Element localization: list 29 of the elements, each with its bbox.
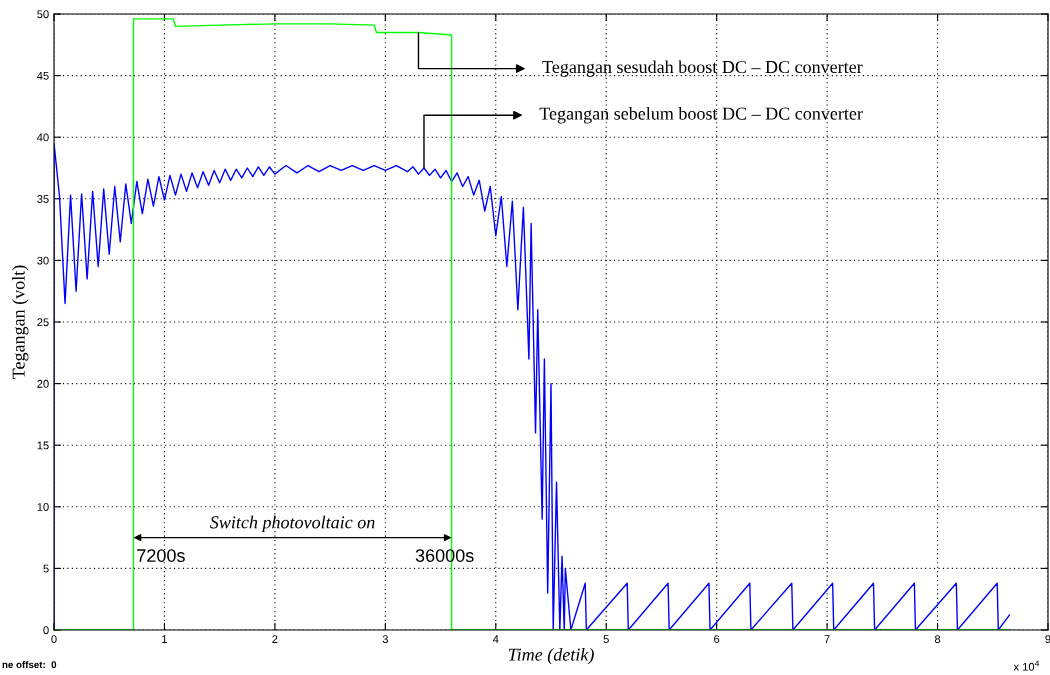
y-tick-label: 50 [37,10,49,19]
x-tick-label: 1 [162,635,167,643]
x-tick-label: 8 [934,635,941,644]
x-tick-label: 0 [51,635,57,644]
y-tick-label: 25 [37,318,49,327]
y-tick-label: 20 [37,379,49,388]
x-tick-label: 7 [824,635,830,643]
y-tick-label: 30 [37,256,49,265]
x-tick-label: 6 [714,635,720,644]
y-tick-label: 0 [43,626,49,635]
annotation: Tegangan sebelum boost DC – DC converter [539,107,863,124]
text: x 10$^{4}$ [1013,660,1040,671]
annotation: Tegangan sesudah boost DC – DC converter [542,60,863,77]
y-tick-label: 15 [37,441,49,450]
x-tick-label: 5 [603,635,609,644]
y-tick-label: 40 [37,133,49,142]
x-axis-title: Time (detik) [508,648,594,665]
y-axis-title: Tegangan (volt) [12,265,29,379]
x-tick-label: 3 [382,635,388,644]
annotation: Switch photovoltaic on [210,515,375,533]
y-tick-label: 45 [37,71,49,80]
x-tick-label: 9 [1045,635,1050,644]
annotation: 7200s [137,549,185,562]
x-tick-label: 2 [272,635,278,643]
y-tick-label: 5 [43,564,49,573]
text: ne offset: 0 [2,660,57,669]
x-tick-label: 4 [492,635,499,643]
y-tick-label: 35 [37,195,49,203]
y-tick-label: 10 [37,503,49,511]
